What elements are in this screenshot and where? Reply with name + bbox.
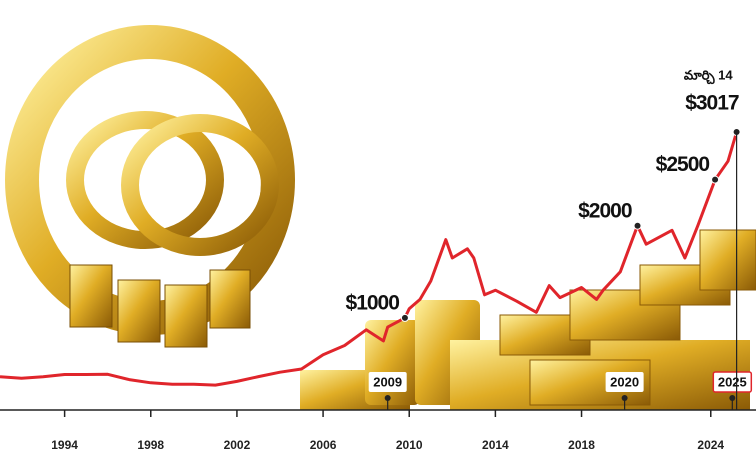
jewelry-illustration [5,25,295,348]
marker-box [712,371,753,393]
x-tick-label: 2006 [310,438,337,452]
x-tick-label: 2018 [568,438,595,452]
price-line [0,131,739,387]
marker-label: 2020 [610,374,639,389]
gold-bars-illustration [300,229,756,410]
annotation-date: మార్చి 14 [684,67,733,84]
x-tick-label: 2010 [396,438,423,452]
x-tick-label: 2024 [697,438,724,452]
annotation-label: $1000 [346,291,400,314]
marker-dot [621,395,628,401]
marker-box [605,372,644,392]
marker-box [368,372,407,392]
annotation-label: $2000 [578,199,632,222]
annotation-label: $2500 [656,153,710,176]
annotation-dot [400,313,409,322]
marker-label: 2009 [373,374,402,389]
x-tick-label: 2014 [482,438,509,452]
marker-label: 2025 [718,374,747,389]
annotation-label: $3017 [685,92,739,115]
annotation-dot [711,175,720,184]
marker-dot [729,395,736,401]
annotation-dot [633,221,642,230]
x-tick-label: 1994 [51,438,78,452]
marker-dot [384,395,391,401]
x-tick-label: 1998 [137,438,164,452]
x-tick-label: 2002 [224,438,251,452]
